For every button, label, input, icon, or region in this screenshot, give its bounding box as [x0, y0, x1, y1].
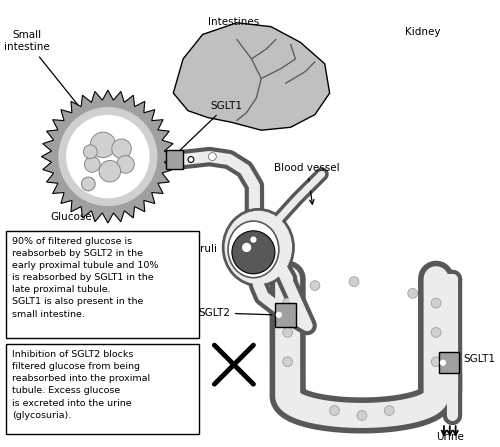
- Circle shape: [251, 237, 256, 242]
- Circle shape: [431, 298, 441, 308]
- Circle shape: [232, 231, 275, 274]
- Ellipse shape: [228, 221, 279, 278]
- Text: SGLT1: SGLT1: [464, 354, 496, 364]
- Circle shape: [59, 108, 156, 206]
- Text: Intestines: Intestines: [208, 17, 260, 27]
- Circle shape: [242, 244, 250, 251]
- Circle shape: [357, 411, 366, 420]
- Circle shape: [431, 328, 441, 337]
- Circle shape: [310, 281, 320, 291]
- Text: Kidney: Kidney: [404, 27, 440, 37]
- Ellipse shape: [223, 209, 294, 286]
- Circle shape: [82, 177, 95, 191]
- FancyBboxPatch shape: [6, 231, 198, 338]
- Circle shape: [208, 153, 216, 160]
- Circle shape: [282, 357, 292, 367]
- Circle shape: [440, 360, 446, 365]
- Text: 90% of filtered glucose is
reabsorbeb by SGLT2 in the
early proximal tubule and : 90% of filtered glucose is reabsorbeb by…: [12, 237, 158, 319]
- Circle shape: [349, 277, 359, 287]
- Text: Glomeruli: Glomeruli: [166, 245, 240, 256]
- Circle shape: [282, 298, 292, 308]
- Text: Urine: Urine: [436, 432, 464, 442]
- Circle shape: [67, 116, 149, 198]
- Circle shape: [112, 139, 132, 159]
- Circle shape: [90, 132, 116, 157]
- Circle shape: [431, 357, 441, 367]
- Text: SGLT1: SGLT1: [176, 101, 242, 155]
- Polygon shape: [174, 23, 330, 130]
- FancyBboxPatch shape: [439, 352, 458, 373]
- FancyBboxPatch shape: [275, 303, 296, 327]
- Circle shape: [408, 288, 418, 298]
- Circle shape: [330, 406, 340, 415]
- Circle shape: [282, 328, 292, 337]
- Circle shape: [51, 100, 164, 213]
- FancyBboxPatch shape: [166, 150, 183, 169]
- Text: SGLT2: SGLT2: [198, 308, 272, 318]
- FancyBboxPatch shape: [6, 344, 198, 434]
- Circle shape: [276, 312, 281, 317]
- Circle shape: [84, 156, 100, 172]
- Circle shape: [384, 406, 394, 415]
- Text: Glucose: Glucose: [50, 187, 92, 222]
- Polygon shape: [42, 90, 174, 223]
- Circle shape: [84, 145, 97, 159]
- Text: Small
intestine: Small intestine: [4, 30, 80, 109]
- Text: Inhibition of SGLT2 blocks
filtered glucose from being
reabsorbed into the proxi: Inhibition of SGLT2 blocks filtered gluc…: [12, 350, 150, 420]
- Text: Blood vessel: Blood vessel: [274, 163, 340, 204]
- Circle shape: [99, 160, 120, 182]
- Circle shape: [188, 156, 194, 162]
- Circle shape: [116, 156, 134, 173]
